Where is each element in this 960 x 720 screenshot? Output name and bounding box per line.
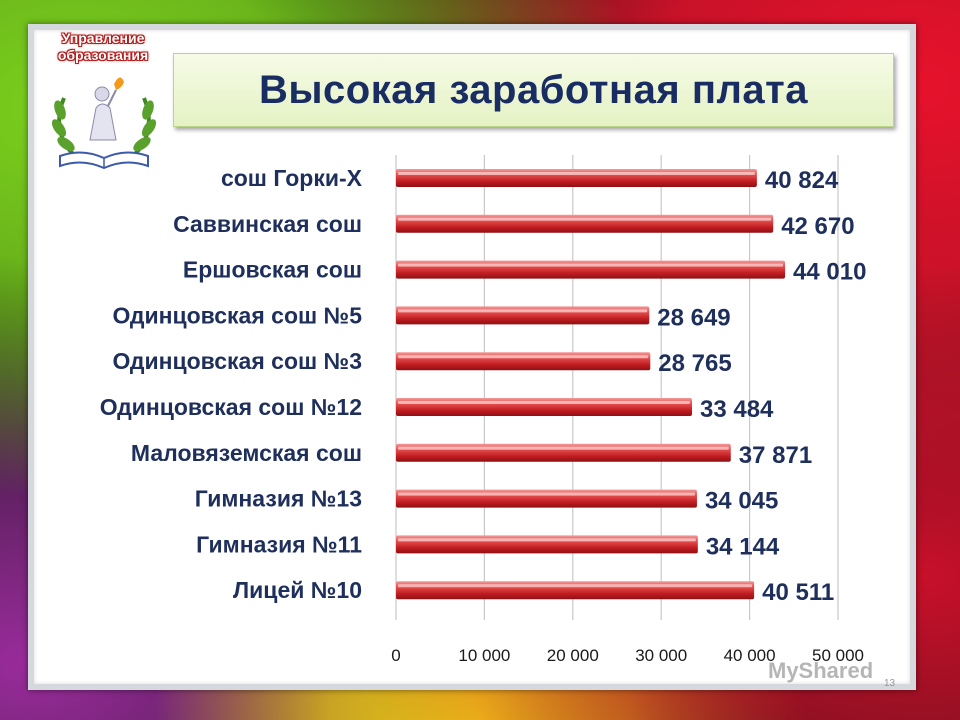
x-tick-label: 30 000 (635, 646, 687, 665)
category-labels: сош Горки-Х Саввинская сош Ершовская сош Од… (100, 165, 363, 603)
title-box: Высокая заработная плата (173, 53, 894, 127)
data-label: 28 765 (658, 350, 731, 377)
data-label: 40 824 (765, 167, 839, 194)
data-label: 34 045 (705, 488, 778, 515)
education-emblem-icon (51, 77, 157, 170)
logo-text: Управление образования (57, 30, 149, 63)
data-label: 40 511 (762, 579, 834, 606)
x-tick-label: 40 000 (724, 646, 776, 665)
data-label: 34 144 (706, 533, 780, 560)
data-label: 42 670 (781, 213, 854, 240)
data-label: 44 010 (793, 259, 866, 286)
bar (396, 489, 697, 508)
bar-highlight (398, 263, 784, 267)
category-label: сош Горки-Х (221, 165, 363, 191)
category-label: Гимназия №11 (196, 531, 362, 557)
bar (396, 214, 774, 233)
x-tick-label: 20 000 (547, 646, 599, 665)
data-label: 28 649 (657, 304, 730, 331)
x-tick-label: 50 000 (812, 646, 864, 665)
bar-highlight (398, 172, 755, 175)
bar-highlight (398, 309, 648, 313)
bar (396, 535, 698, 554)
category-label: Лицей №10 (233, 577, 362, 603)
bar (396, 398, 692, 416)
watermark: MyShared (768, 658, 874, 683)
bar-highlight (398, 538, 696, 542)
x-tick-label: 10 000 (458, 646, 510, 665)
category-label: Ершовская сош (183, 257, 362, 283)
category-label: Саввинская сош (173, 211, 362, 237)
bars (396, 169, 786, 600)
bar (396, 306, 650, 325)
bar (396, 352, 651, 371)
bar-highlight (398, 446, 729, 450)
slide-number: 13 (884, 678, 896, 689)
bar (396, 169, 757, 187)
bar-highlight (398, 492, 695, 496)
data-label: 37 871 (739, 442, 812, 469)
value-labels: 40 824 42 670 44 010 28 649 28 765 33 484 37 8… (657, 167, 866, 606)
bar-highlight (398, 401, 690, 404)
category-label: Маловяземская сош (131, 440, 362, 466)
category-label: Одинцовская сош №5 (113, 302, 363, 328)
category-label: Гимназия №13 (195, 486, 362, 512)
category-label: Одинцовская сош №12 (100, 394, 362, 420)
bar-highlight (398, 584, 753, 588)
x-tick-label: 0 (391, 646, 400, 665)
bar (396, 443, 731, 462)
x-axis-tick-labels: 0 10 000 20 000 30 000 40 000 50 000 (391, 646, 864, 665)
page-title: Высокая заработная плата (259, 68, 808, 112)
category-label: Одинцовская сош №3 (113, 348, 362, 374)
logo: Управление образования (40, 30, 166, 178)
data-label: 33 484 (700, 396, 774, 423)
bar (396, 581, 755, 600)
bar-highlight (398, 217, 772, 221)
bar (396, 260, 786, 279)
bar-highlight (398, 355, 649, 359)
